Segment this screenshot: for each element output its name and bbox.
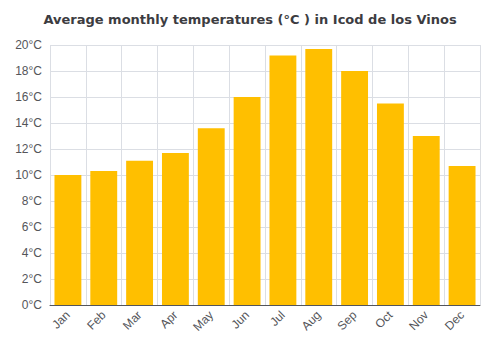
svg-text:Dec: Dec [442,308,467,333]
svg-text:16°C: 16°C [15,90,42,104]
svg-text:Jul: Jul [267,308,288,329]
svg-text:12°C: 12°C [15,142,42,156]
svg-text:Apr: Apr [157,308,180,331]
svg-text:Average monthly temperatures (: Average monthly temperatures (°C ) in Ic… [43,12,457,27]
svg-text:May: May [190,308,216,334]
svg-text:Mar: Mar [120,308,145,332]
svg-text:10°C: 10°C [15,168,42,182]
svg-text:Nov: Nov [406,308,431,333]
svg-text:6°C: 6°C [22,220,42,234]
svg-text:0°C: 0°C [22,298,42,312]
svg-text:4°C: 4°C [22,246,42,260]
svg-text:Aug: Aug [299,308,324,333]
svg-text:14°C: 14°C [15,116,42,130]
svg-text:Jan: Jan [49,308,73,332]
svg-text:Feb: Feb [84,308,109,333]
svg-text:18°C: 18°C [15,64,42,78]
svg-text:Jun: Jun [228,308,252,332]
svg-text:2°C: 2°C [22,272,42,286]
svg-text:Oct: Oct [372,308,396,332]
svg-text:20°C: 20°C [15,38,42,52]
svg-text:Sep: Sep [335,308,360,333]
svg-text:8°C: 8°C [22,194,42,208]
